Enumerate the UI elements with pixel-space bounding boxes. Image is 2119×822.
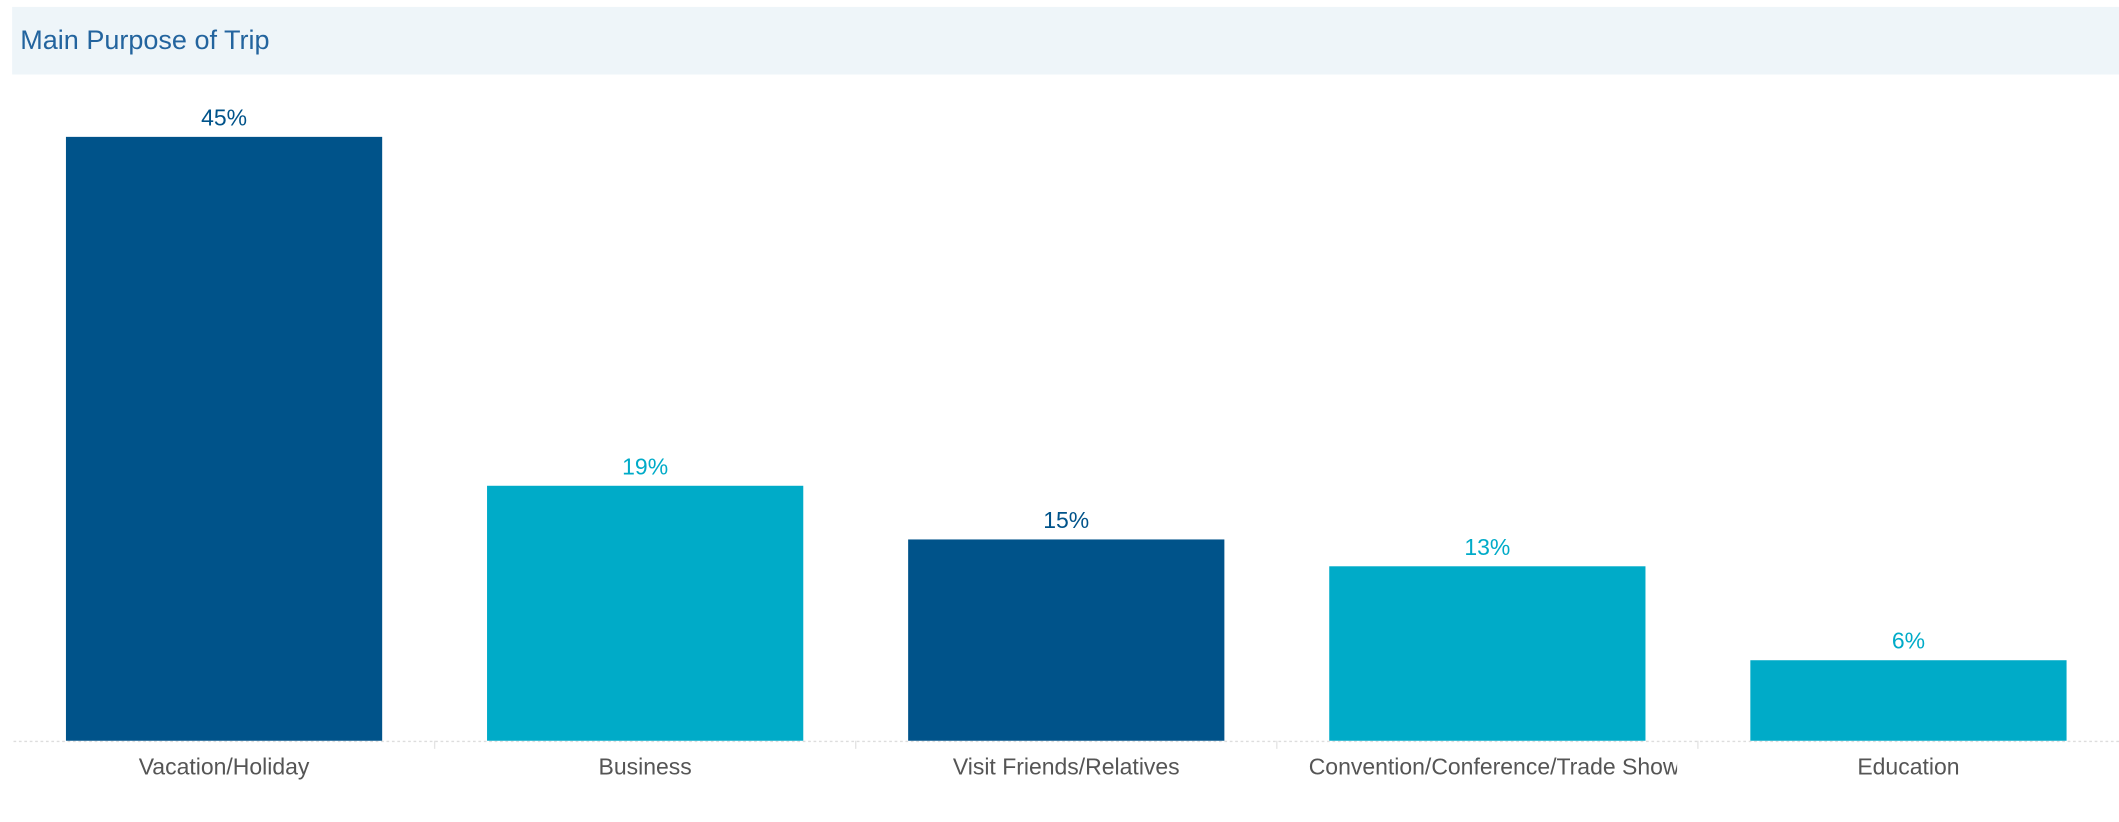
x-label-box: Education <box>1857 754 1960 780</box>
x-label-box: Visit Friends/Relatives <box>952 754 1180 780</box>
bar <box>65 136 383 741</box>
x-tick-label: Visit Friends/Relatives <box>952 754 1180 780</box>
x-label-box: Business <box>598 754 692 780</box>
bar <box>1329 566 1646 741</box>
x-tick-label: Business <box>598 754 692 780</box>
chart-title: Main Purpose of Trip <box>20 25 269 55</box>
bar <box>487 485 804 741</box>
x-label-box: Vacation/Holiday <box>138 754 310 780</box>
data-label: 45% <box>201 104 247 130</box>
data-label: 13% <box>1464 534 1510 560</box>
x-tick-label: Vacation/Holiday <box>138 754 310 780</box>
title-band <box>12 6 2119 75</box>
bar <box>908 539 1225 741</box>
x-tick-label: Convention/Conference/Trade Show <box>1308 754 1677 780</box>
data-label: 6% <box>1892 628 1925 654</box>
data-label: 19% <box>622 453 668 479</box>
x-tick-label: Education <box>1857 754 1960 780</box>
x-label-box: Convention/Conference/Trade Show <box>1308 754 1677 780</box>
data-label: 15% <box>1043 507 1089 533</box>
bar <box>1750 660 2067 741</box>
